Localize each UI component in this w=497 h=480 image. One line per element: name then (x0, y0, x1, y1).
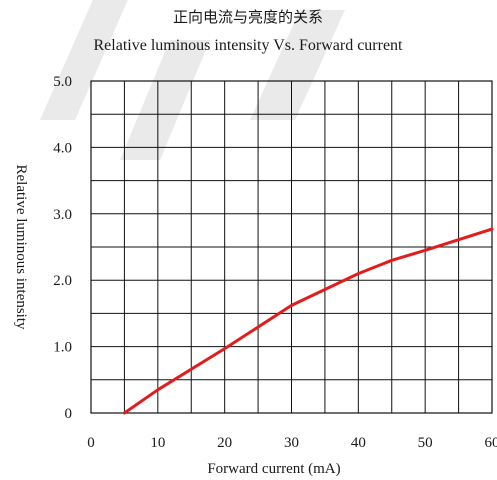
x-tick-label: 10 (150, 435, 165, 451)
x-tick-label: 20 (217, 435, 232, 451)
watermark-graphic (40, 0, 345, 160)
series-layer (122, 227, 494, 415)
chart-title: 正向电流与亮度的关系 (173, 8, 323, 26)
x-tick-label: 30 (284, 435, 299, 451)
series-line (122, 227, 494, 415)
x-tick-label: 50 (418, 435, 433, 451)
x-axis-label: Forward current (mA) (207, 461, 340, 477)
y-tick-label: 1.0 (53, 340, 72, 356)
y-tick-label: 4.0 (53, 140, 72, 156)
tick-labels: 0 10 20 30 40 50 60 0 1.0 2.0 3.0 4.0 5.0 (53, 74, 497, 451)
x-tick-label: 60 (485, 435, 497, 451)
grid (90, 80, 493, 414)
y-tick-label: 3.0 (53, 207, 72, 223)
x-tick-label: 0 (87, 435, 95, 451)
chart-subtitle: Relative luminous intensity Vs. Forward … (94, 37, 404, 54)
x-tick-label: 40 (351, 435, 366, 451)
y-tick-label: 2.0 (53, 273, 72, 289)
y-tick-label: 0 (65, 406, 73, 422)
plot-frame (90, 80, 493, 414)
y-axis-label: Relative luminous intensity (13, 165, 29, 330)
y-tick-label: 5.0 (53, 74, 72, 90)
